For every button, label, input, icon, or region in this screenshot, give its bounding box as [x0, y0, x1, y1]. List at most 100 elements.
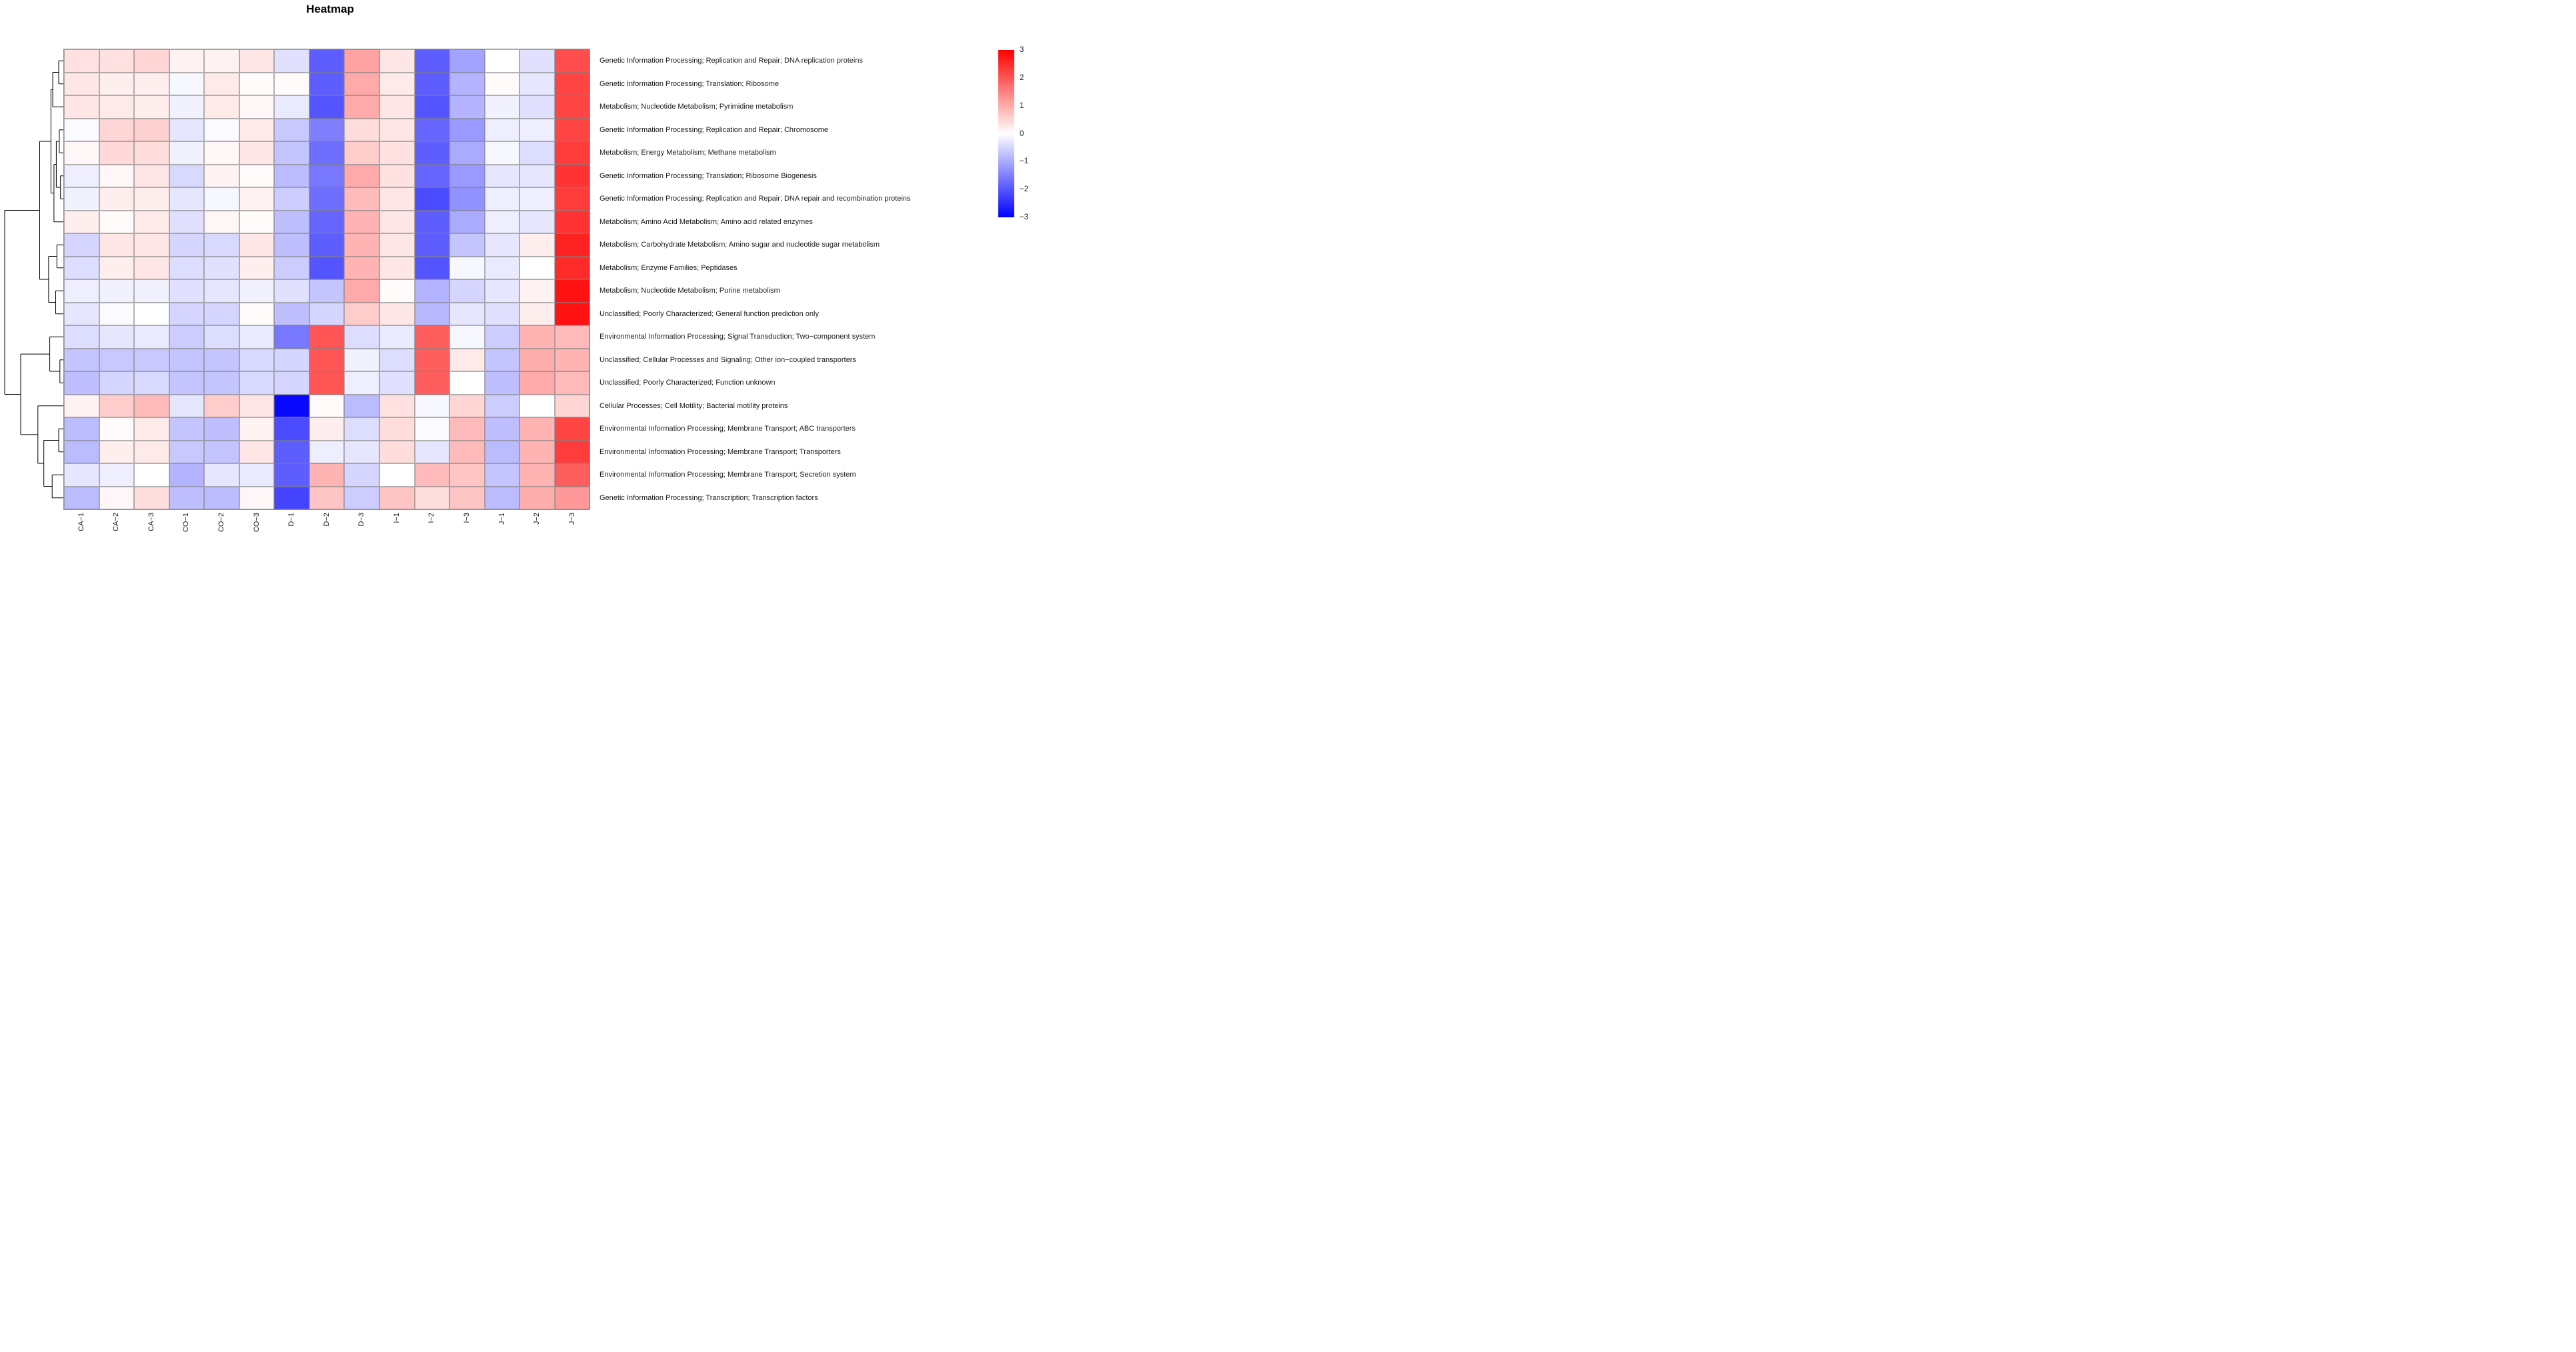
heatmap-cell: [554, 394, 590, 417]
heatmap-cell: [64, 348, 99, 371]
heatmap-cell: [484, 417, 520, 441]
heatmap-cell: [99, 371, 135, 395]
heatmap-cell: [64, 141, 99, 165]
heatmap-cell: [204, 256, 239, 279]
heatmap-cell: [344, 371, 380, 395]
heatmap-cell: [379, 325, 415, 349]
heatmap-cell: [64, 187, 99, 211]
heatmap-cell: [344, 279, 380, 303]
heatmap-cell: [204, 371, 239, 395]
heatmap-cell: [239, 187, 275, 211]
heatmap-cell: [449, 118, 485, 141]
heatmap-cell: [379, 164, 415, 187]
heatmap-cell: [414, 463, 450, 487]
heatmap-cell: [449, 95, 485, 119]
heatmap-cell: [239, 95, 275, 119]
heatmap-cell: [99, 210, 135, 233]
heatmap-cell: [484, 49, 520, 73]
heatmap-cell: [554, 95, 590, 119]
heatmap-cell: [64, 210, 99, 233]
heatmap-cell: [134, 256, 169, 279]
heatmap-cell: [309, 371, 345, 395]
heatmap-cell: [169, 187, 205, 211]
heatmap-cell: [449, 72, 485, 95]
heatmap-cell: [519, 256, 555, 279]
heatmap-cell: [134, 325, 169, 349]
row-label: Genetic Information Processing; Transcri…: [599, 493, 818, 502]
heatmap-cell: [449, 417, 485, 441]
heatmap-cell: [414, 164, 450, 187]
heatmap-cell: [274, 279, 309, 303]
heatmap-cell: [379, 486, 415, 509]
heatmap-cell: [274, 233, 309, 257]
column-label: J−1: [497, 513, 506, 525]
heatmap-cell: [554, 486, 590, 509]
heatmap-cell: [519, 233, 555, 257]
heatmap-cell: [64, 256, 99, 279]
heatmap-cell: [239, 302, 275, 325]
heatmap-cell: [344, 440, 380, 463]
heatmap-cell: [414, 72, 450, 95]
heatmap-cell: [239, 279, 275, 303]
heatmap-cell: [484, 371, 520, 395]
heatmap-cell: [274, 325, 309, 349]
heatmap-cell: [204, 72, 239, 95]
heatmap-cell: [64, 302, 99, 325]
heatmap-cell: [99, 279, 135, 303]
heatmap-cell: [169, 256, 205, 279]
heatmap-cell: [309, 325, 345, 349]
heatmap-cell: [379, 463, 415, 487]
heatmap-cell: [344, 486, 380, 509]
heatmap-cell: [274, 72, 309, 95]
heatmap-cell: [204, 440, 239, 463]
heatmap-cell: [274, 164, 309, 187]
column-label: J−2: [533, 513, 541, 525]
heatmap-cell: [274, 187, 309, 211]
column-label: CO−1: [182, 513, 191, 533]
heatmap-cell: [484, 210, 520, 233]
row-label: Unclassified; Cellular Processes and Sig…: [599, 355, 856, 364]
heatmap-cell: [239, 72, 275, 95]
heatmap-cell: [204, 325, 239, 349]
heatmap-cell: [134, 49, 169, 73]
heatmap-cell: [204, 187, 239, 211]
heatmap-cell: [134, 141, 169, 165]
heatmap-cell: [309, 233, 345, 257]
heatmap-cell: [519, 325, 555, 349]
row-label: Environmental Information Processing; Si…: [599, 333, 876, 341]
heatmap-cell: [99, 95, 135, 119]
column-label: CA−2: [112, 513, 121, 531]
heatmap-cell: [309, 141, 345, 165]
heatmap-cell: [64, 371, 99, 395]
heatmap-cell: [134, 394, 169, 417]
color-legend-tick: −3: [1020, 213, 1029, 221]
heatmap-cell: [169, 394, 205, 417]
heatmap-cell: [309, 279, 345, 303]
heatmap-cell: [379, 279, 415, 303]
heatmap-cell: [169, 440, 205, 463]
heatmap-cell: [449, 49, 485, 73]
heatmap-cell: [204, 118, 239, 141]
heatmap-cell: [134, 371, 169, 395]
heatmap-cell: [344, 302, 380, 325]
heatmap-cell: [204, 210, 239, 233]
heatmap-cell: [64, 486, 99, 509]
heatmap-cell: [239, 164, 275, 187]
heatmap-cell: [204, 463, 239, 487]
heatmap-cell: [449, 440, 485, 463]
heatmap-cell: [554, 371, 590, 395]
heatmap-cell: [169, 486, 205, 509]
heatmap-cell: [519, 72, 555, 95]
heatmap-cell: [519, 486, 555, 509]
heatmap-cell: [379, 210, 415, 233]
heatmap-cell: [554, 233, 590, 257]
chart-title: Heatmap: [306, 3, 354, 15]
heatmap-cell: [484, 233, 520, 257]
heatmap-cell: [379, 72, 415, 95]
heatmap-cell: [344, 233, 380, 257]
heatmap-cell: [414, 325, 450, 349]
heatmap-cell: [134, 440, 169, 463]
heatmap-cell: [344, 394, 380, 417]
dendrogram-lines: [4, 60, 64, 499]
column-label: I−3: [462, 513, 471, 523]
